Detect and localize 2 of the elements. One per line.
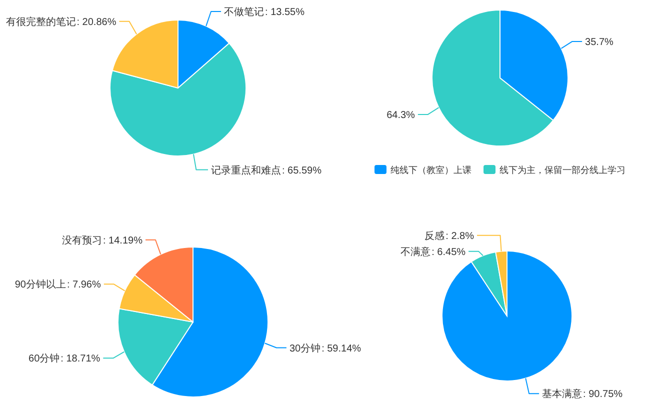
legend-label: 纯线下（教室）上课	[390, 165, 472, 175]
legend-label: 线下为主，保留一部分线上学习	[500, 165, 626, 175]
